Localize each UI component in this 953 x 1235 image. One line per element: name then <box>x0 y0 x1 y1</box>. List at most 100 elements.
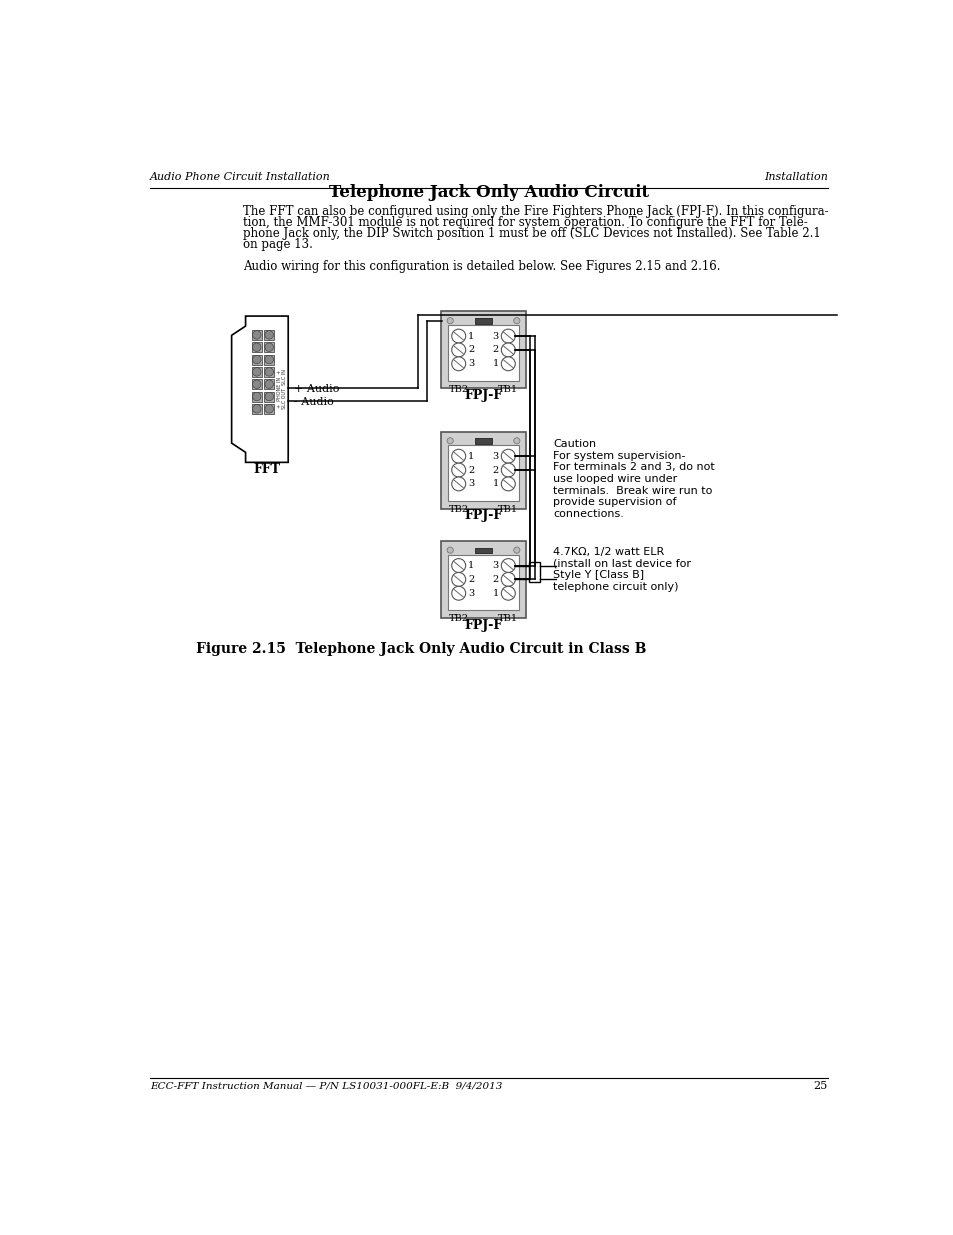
Bar <box>252 354 261 364</box>
Text: TB1: TB1 <box>497 384 517 394</box>
Circle shape <box>513 437 519 443</box>
Bar <box>440 311 525 389</box>
Text: + Audio: + Audio <box>294 384 339 394</box>
Text: on page 13.: on page 13. <box>243 238 313 251</box>
Text: 2: 2 <box>493 466 498 474</box>
Bar <box>264 404 274 414</box>
Circle shape <box>452 463 465 477</box>
Bar <box>440 431 525 509</box>
Text: 2: 2 <box>468 576 474 584</box>
Circle shape <box>500 477 515 490</box>
Text: 4.7KΩ, 1/2 watt ELR
(install on last device for
Style Y [Class B]
telephone circ: 4.7KΩ, 1/2 watt ELR (install on last dev… <box>553 547 691 592</box>
Text: 3: 3 <box>468 479 474 488</box>
Circle shape <box>253 331 261 340</box>
Bar <box>252 330 261 340</box>
Circle shape <box>452 587 465 600</box>
Circle shape <box>265 393 274 401</box>
Text: Installation: Installation <box>763 172 827 182</box>
Text: FPJ-F: FPJ-F <box>464 389 502 403</box>
Text: phone Jack only, the DIP Switch position 1 must be off (SLC Devices not Installe: phone Jack only, the DIP Switch position… <box>243 227 821 240</box>
Text: 1: 1 <box>493 589 498 598</box>
Text: The FFT can also be configured using only the Fire Fighters Phone Jack (FPJ-F). : The FFT can also be configured using onl… <box>243 205 828 217</box>
Text: 2: 2 <box>468 466 474 474</box>
Circle shape <box>500 330 515 343</box>
Text: tion, the MMF-301 module is not required for system operation. To configure the : tion, the MMF-301 module is not required… <box>243 216 807 228</box>
Bar <box>252 391 261 401</box>
Circle shape <box>253 380 261 389</box>
Bar <box>264 391 274 401</box>
Bar <box>475 548 492 553</box>
Text: 1: 1 <box>493 479 498 488</box>
Text: 1: 1 <box>493 359 498 368</box>
Circle shape <box>452 357 465 370</box>
Polygon shape <box>232 316 288 462</box>
Circle shape <box>500 587 515 600</box>
Bar <box>252 367 261 377</box>
Text: ECC-FFT Instruction Manual — P/N LS10031-000FL-E:B  9/4/2013: ECC-FFT Instruction Manual — P/N LS10031… <box>150 1082 502 1091</box>
Circle shape <box>265 356 274 364</box>
Circle shape <box>452 558 465 573</box>
Text: 2: 2 <box>493 576 498 584</box>
Text: - Audio: - Audio <box>294 398 334 408</box>
Bar <box>475 438 492 443</box>
Text: FPJ-F: FPJ-F <box>464 509 502 522</box>
Circle shape <box>447 437 453 443</box>
Text: 1: 1 <box>468 331 474 341</box>
Bar <box>440 541 525 618</box>
Circle shape <box>253 393 261 401</box>
Circle shape <box>513 547 519 553</box>
Text: 2: 2 <box>468 346 474 354</box>
Circle shape <box>500 357 515 370</box>
Circle shape <box>253 368 261 377</box>
Bar <box>447 325 518 380</box>
Text: Audio wiring for this configuration is detailed below. See Figures 2.15 and 2.16: Audio wiring for this configuration is d… <box>243 259 720 273</box>
Text: Caution
For system supervision-
For terminals 2 and 3, do not
use looped wire un: Caution For system supervision- For term… <box>553 440 714 519</box>
Text: 3: 3 <box>493 452 498 461</box>
Bar <box>252 404 261 414</box>
Circle shape <box>452 573 465 587</box>
Text: FPJ-F: FPJ-F <box>464 619 502 632</box>
Bar <box>264 330 274 340</box>
Bar <box>475 319 492 324</box>
Text: +  PHONE IN  +
SLC OUT  SLC IN: + PHONE IN + SLC OUT SLC IN <box>276 369 287 409</box>
Bar <box>529 562 539 583</box>
Text: FFT: FFT <box>253 463 280 477</box>
Circle shape <box>265 343 274 352</box>
Text: 3: 3 <box>468 589 474 598</box>
Text: 1: 1 <box>468 452 474 461</box>
Text: TB2: TB2 <box>448 614 468 622</box>
Circle shape <box>265 380 274 389</box>
Circle shape <box>253 343 261 352</box>
Text: TB1: TB1 <box>497 614 517 622</box>
Text: Telephone Jack Only Audio Circuit: Telephone Jack Only Audio Circuit <box>329 184 648 200</box>
Circle shape <box>253 405 261 412</box>
Bar <box>264 354 274 364</box>
Text: TB1: TB1 <box>497 505 517 514</box>
Bar <box>447 446 518 501</box>
Circle shape <box>500 573 515 587</box>
Circle shape <box>500 463 515 477</box>
Circle shape <box>452 477 465 490</box>
Text: 3: 3 <box>493 561 498 571</box>
Circle shape <box>452 330 465 343</box>
Text: TB2: TB2 <box>448 384 468 394</box>
Circle shape <box>265 405 274 412</box>
Circle shape <box>447 317 453 324</box>
Text: Figure 2.15  Telephone Jack Only Audio Circuit in Class B: Figure 2.15 Telephone Jack Only Audio Ci… <box>196 642 646 656</box>
Circle shape <box>265 368 274 377</box>
Text: TB2: TB2 <box>448 505 468 514</box>
Circle shape <box>447 547 453 553</box>
Circle shape <box>500 450 515 463</box>
Circle shape <box>513 317 519 324</box>
Text: 3: 3 <box>493 331 498 341</box>
Bar <box>252 379 261 389</box>
Text: 1: 1 <box>468 561 474 571</box>
Circle shape <box>500 558 515 573</box>
Bar <box>264 342 274 352</box>
Bar <box>264 379 274 389</box>
Circle shape <box>452 450 465 463</box>
Circle shape <box>253 356 261 364</box>
Circle shape <box>500 343 515 357</box>
Text: 25: 25 <box>813 1082 827 1092</box>
Circle shape <box>265 331 274 340</box>
